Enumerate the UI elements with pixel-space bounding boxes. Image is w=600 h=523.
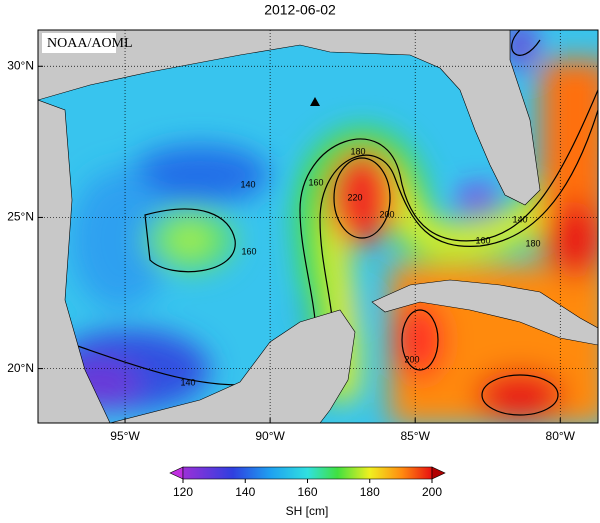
colorbar-label: SH [cm] [286,504,329,518]
contour-label: 160 [475,235,490,245]
x-tick-label: 90°W [255,429,285,443]
contour-label: 180 [525,238,540,248]
contour-label: 140 [240,179,255,189]
contour-label: 200 [404,354,419,364]
colorbar-high [431,466,446,480]
x-tick-label: 95°W [110,429,140,443]
y-tick-label: 30°N [7,58,34,72]
contour-label: 160 [308,177,323,187]
y-tick-label: 25°N [7,210,34,224]
map-frame [37,29,599,424]
source-box [42,33,116,53]
source-label: NOAA/AOML [47,36,133,51]
contour-label: 200 [379,209,394,219]
contour-label: 180 [350,146,365,156]
marker [310,97,320,106]
colorbar [182,466,433,480]
map-title: 2012-06-02 [264,2,336,18]
contour-label: 220 [347,192,362,202]
contour-label: 160 [241,246,256,256]
colorbar-tick-label: 180 [360,485,380,499]
x-tick-label: 85°W [400,429,430,443]
sea-height-field [38,30,598,423]
y-tick-label: 20°N [7,361,34,375]
colorbar-tick-label: 160 [297,485,317,499]
colorbar-tick-label: 200 [422,485,442,499]
colorbar-tick-label: 140 [235,485,255,499]
contour-label: 140 [512,214,527,224]
colorbar-tick-label: 120 [173,485,193,499]
colorbar-low [169,466,184,480]
x-tick-label: 80°W [546,429,576,443]
contour-label: 140 [180,377,195,387]
